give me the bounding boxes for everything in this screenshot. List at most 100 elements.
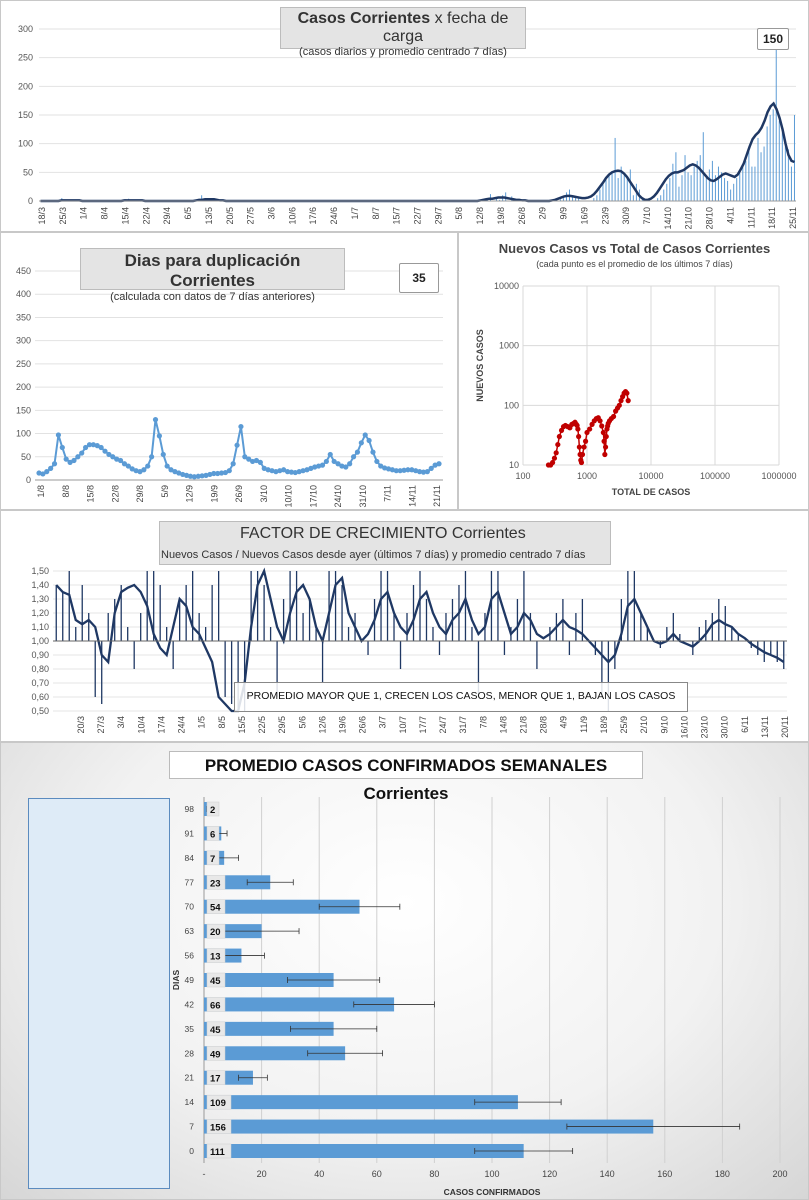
daily-cases-subtitle: (casos diarios y promedio centrado 7 día… bbox=[299, 46, 507, 58]
x-tick-label: 8/5 bbox=[217, 716, 227, 729]
y-tick-label: 300 bbox=[16, 336, 31, 346]
data-point bbox=[222, 469, 229, 476]
data-point bbox=[44, 469, 50, 475]
y-tick-label: 42 bbox=[185, 999, 195, 1009]
y-tick-label: 100 bbox=[504, 400, 519, 410]
daily-cases-title: Casos Corrientes x fecha de carga (casos… bbox=[280, 7, 526, 58]
y-tick-label: 400 bbox=[16, 289, 31, 299]
data-point bbox=[389, 467, 395, 473]
data-point bbox=[575, 426, 581, 432]
x-tick-label: 18/11 bbox=[767, 207, 777, 229]
data-point bbox=[273, 469, 279, 475]
data-point bbox=[616, 402, 622, 408]
y-tick-label: 50 bbox=[21, 452, 31, 462]
value-label: 109 bbox=[210, 1098, 226, 1109]
value-label-bg bbox=[206, 875, 226, 890]
x-tick-label: 2/10 bbox=[639, 716, 649, 734]
data-point bbox=[187, 473, 194, 479]
x-tick-label: 7/10 bbox=[642, 207, 652, 225]
x-tick-label: 24/7 bbox=[438, 716, 448, 734]
data-point bbox=[145, 463, 151, 469]
y-tick-label: 1,00 bbox=[31, 636, 49, 646]
data-point bbox=[578, 459, 585, 466]
data-point bbox=[141, 467, 147, 473]
data-point bbox=[327, 451, 333, 458]
y-tick-label: 0 bbox=[28, 196, 33, 206]
data-point bbox=[164, 463, 170, 469]
y-tick-label: 28 bbox=[185, 1048, 195, 1058]
data-point bbox=[603, 433, 609, 440]
data-point bbox=[551, 455, 558, 461]
x-tick-label: 80 bbox=[429, 1169, 439, 1179]
growth-factor-title: FACTOR DE CRECIMIENTO Corrientes bbox=[159, 521, 611, 565]
daily-cases-callout: 150 bbox=[757, 28, 789, 50]
x-tick-label: 15/8 bbox=[86, 485, 96, 503]
data-point bbox=[265, 467, 271, 473]
data-point bbox=[51, 461, 58, 467]
x-tick-label: 1000000 bbox=[761, 471, 796, 481]
average-line bbox=[55, 567, 785, 713]
x-tick-label: 23/10 bbox=[700, 716, 710, 739]
data-point bbox=[579, 451, 586, 458]
data-point bbox=[576, 433, 582, 440]
x-tick-label: 10000 bbox=[638, 471, 663, 481]
data-point bbox=[323, 458, 329, 465]
data-point bbox=[555, 441, 561, 448]
data-point bbox=[242, 454, 248, 460]
data-point bbox=[393, 468, 399, 474]
y-tick-label: 100 bbox=[16, 429, 31, 439]
data-point bbox=[409, 467, 415, 473]
y-tick-label: 7 bbox=[189, 1122, 194, 1132]
data-point bbox=[366, 437, 372, 444]
x-tick-label: 5/6 bbox=[297, 716, 307, 729]
data-point bbox=[55, 432, 62, 438]
x-tick-label: 29/4 bbox=[162, 207, 172, 225]
data-point bbox=[420, 469, 427, 475]
x-tick-label: 4/11 bbox=[725, 207, 735, 224]
x-tick-label: 25/11 bbox=[788, 207, 798, 229]
week-bar bbox=[204, 997, 395, 1012]
x-tick-label: 29/5 bbox=[277, 716, 287, 734]
weekly-average-title: PROMEDIO CASOS CONFIRMADOS SEMANALES Cor… bbox=[169, 751, 643, 803]
y-tick-label: 1,10 bbox=[31, 622, 49, 632]
data-point bbox=[624, 390, 630, 396]
y-tick-label: 21 bbox=[185, 1073, 195, 1083]
x-tick-label: 3/6 bbox=[266, 207, 276, 220]
data-point bbox=[582, 438, 589, 444]
data-point bbox=[300, 468, 306, 474]
data-point bbox=[215, 470, 221, 477]
x-tick-label: 18/9 bbox=[599, 716, 609, 734]
data-point bbox=[102, 448, 108, 454]
y-axis-label: DIAS bbox=[171, 970, 181, 991]
y-tick-label: 91 bbox=[185, 828, 195, 838]
y-tick-label: 0 bbox=[26, 475, 31, 485]
y-tick-label: 56 bbox=[185, 951, 195, 961]
week-bar bbox=[204, 1119, 654, 1134]
data-point bbox=[83, 444, 89, 451]
data-point bbox=[296, 469, 302, 475]
doubling-days-subtitle: (calculada con datos de 7 días anteriore… bbox=[110, 291, 315, 303]
data-point bbox=[257, 459, 263, 465]
data-point bbox=[133, 468, 139, 474]
y-tick-label: 1000 bbox=[499, 341, 519, 351]
new-vs-total-panel: 100 1000 10000 100000 1000000 10 100 1000 10000 T… bbox=[458, 232, 809, 510]
value-label-bg bbox=[206, 899, 226, 914]
x-tick-label: - bbox=[203, 1169, 206, 1179]
y-tick-label: 1,40 bbox=[31, 580, 49, 590]
data-point bbox=[600, 429, 606, 436]
data-point bbox=[339, 463, 345, 469]
value-label: 45 bbox=[210, 1025, 221, 1036]
data-point bbox=[602, 451, 608, 458]
x-tick-label: 7/11 bbox=[383, 485, 393, 502]
data-point bbox=[149, 454, 155, 460]
x-tick-label: 30/9 bbox=[621, 207, 631, 225]
data-point bbox=[156, 433, 162, 439]
y-tick-label: 98 bbox=[185, 804, 195, 814]
y-tick-label: 49 bbox=[185, 975, 195, 985]
x-tick-label: 20 bbox=[257, 1169, 267, 1179]
x-tick-label: 10/4 bbox=[136, 716, 146, 734]
y-tick-label: 1,50 bbox=[31, 566, 49, 576]
value-label-bg bbox=[206, 826, 220, 841]
x-tick-label: 12/6 bbox=[317, 716, 327, 734]
x-tick-label: 11/9 bbox=[579, 716, 589, 733]
